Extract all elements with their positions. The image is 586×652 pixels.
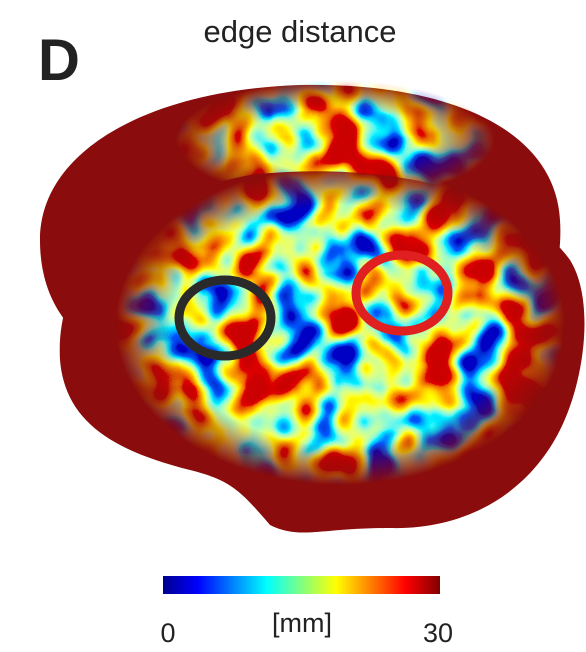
colorbar-tick-label: 30 xyxy=(423,618,453,647)
colorbar-tick-label: 0 xyxy=(160,618,175,647)
page: D edge distance [mm] 0 30 (() => { const… xyxy=(0,0,586,647)
title: edge distance xyxy=(203,14,396,49)
panel-label: D xyxy=(38,28,80,93)
colorbar xyxy=(163,576,440,594)
figure-panel: D edge distance [mm] 0 30 xyxy=(0,0,586,647)
colorbar-label: [mm] xyxy=(272,608,332,638)
